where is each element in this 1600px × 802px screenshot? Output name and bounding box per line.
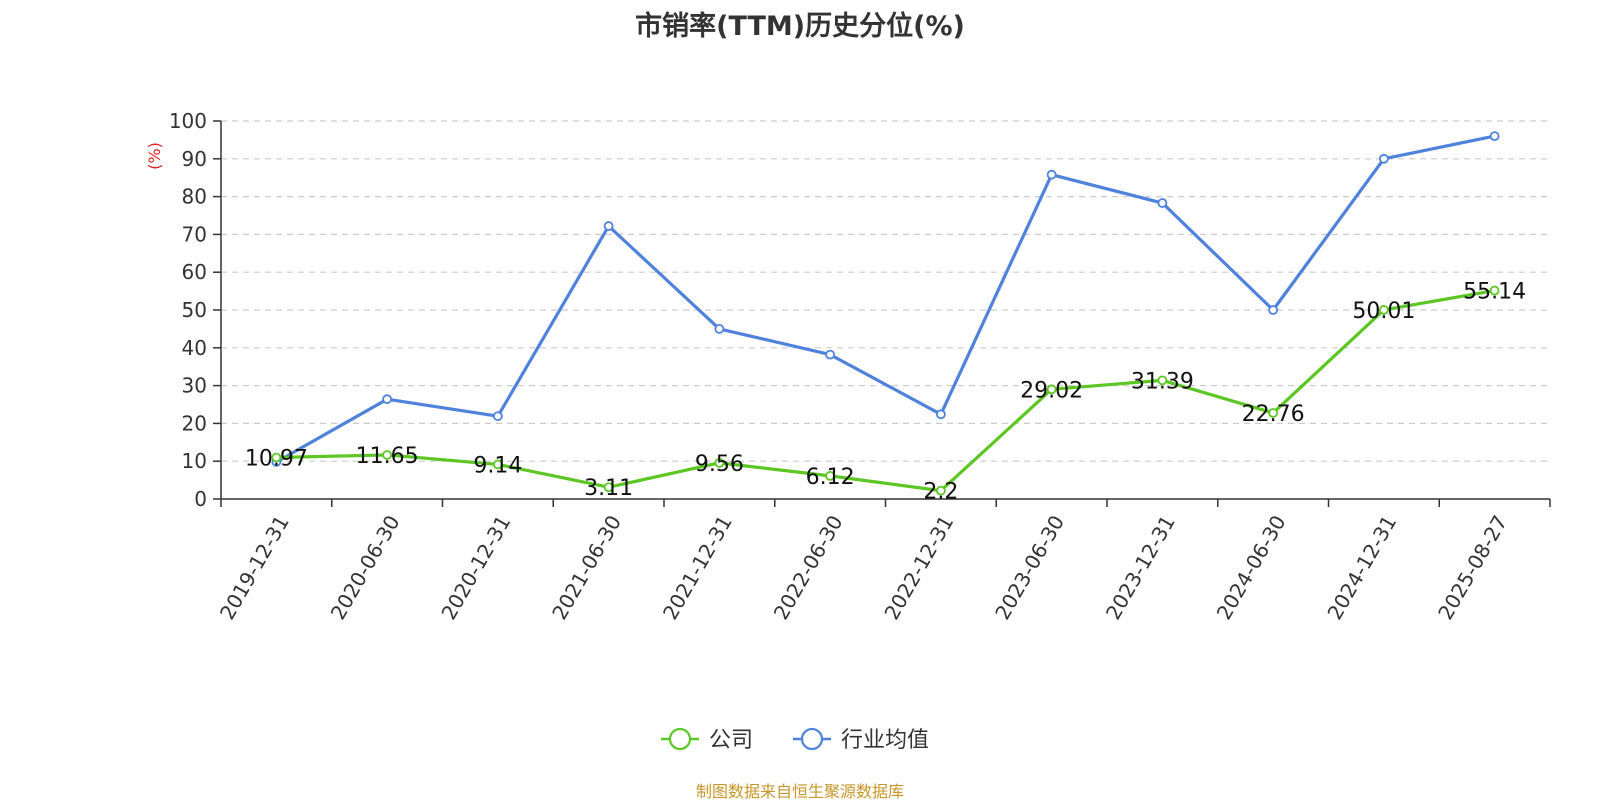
data-labels: 10.97 11.65 9.14 3.11 9.56 6.12 2.2 29.02 31.39 2…	[245, 280, 1526, 505]
data-point	[1268, 305, 1279, 315]
data-point	[1046, 384, 1057, 395]
data-point	[603, 221, 614, 231]
x-tick-label: 2024-06-30	[1212, 511, 1291, 624]
data-label: 29.02	[1020, 378, 1083, 403]
legend-circle-icon	[800, 727, 824, 751]
data-point	[1378, 305, 1389, 315]
data-label: 31.39	[1131, 369, 1194, 394]
y-tick-label: 10	[182, 449, 207, 473]
data-label: 2.2	[923, 480, 958, 505]
data-label: 6.12	[806, 465, 855, 490]
y-tick-label: 40	[182, 336, 207, 360]
x-tick-label: 2019-12-31	[215, 511, 294, 624]
x-tick-label: 2021-12-31	[658, 511, 737, 624]
legend: 公司 行业均值	[661, 727, 929, 753]
data-point	[382, 450, 393, 460]
x-tick-label: 2020-06-30	[326, 511, 405, 624]
x-tick-label: 2023-12-31	[1101, 511, 1180, 624]
data-label: 50.01	[1352, 299, 1415, 324]
y-tick-label: 30	[182, 374, 207, 398]
x-tick-label: 2024-12-31	[1322, 511, 1401, 624]
data-point	[1046, 169, 1057, 180]
series-company	[271, 285, 1500, 496]
x-tick-label: 2022-12-31	[879, 511, 958, 624]
x-tick-label: 2025-08-27	[1433, 511, 1512, 624]
data-point	[603, 482, 614, 493]
legend-label: 行业均值	[841, 728, 929, 753]
data-label: 11.65	[356, 444, 419, 469]
data-label: 55.14	[1463, 280, 1526, 305]
data-point	[1157, 375, 1168, 386]
data-point	[492, 411, 503, 422]
series-line	[276, 288, 1495, 493]
data-label: 10.97	[245, 447, 308, 472]
x-tick-label: 2022-06-30	[769, 511, 848, 624]
y-tick-label: 100	[169, 109, 207, 133]
x-tick-label: 2023-06-30	[990, 511, 1069, 624]
series-industry-average	[271, 131, 1500, 467]
data-point	[935, 409, 946, 420]
x-tick-label: 2020-12-31	[436, 511, 515, 624]
y-tick-label: 80	[182, 185, 207, 209]
data-point	[935, 485, 946, 496]
chart-title: 市销率(TTM)历史分位(%)	[635, 11, 965, 42]
x-tick-label: 2021-06-30	[547, 511, 626, 624]
data-label: 9.56	[695, 452, 744, 477]
grid-lines	[221, 120, 1550, 462]
series-layer	[271, 131, 1500, 496]
y-tick-label: 60	[182, 260, 207, 284]
legend-circle-icon	[668, 727, 692, 751]
axes: 0 10 20 30 40 50 60 70 80 90 100 2019-12-31 2020-06-…	[169, 109, 1551, 624]
y-tick-label: 90	[182, 147, 207, 171]
legend-label: 公司	[709, 728, 753, 753]
data-point	[382, 394, 393, 405]
data-label: 9.14	[473, 453, 522, 478]
legend-item-industry-average: 行业均值	[793, 727, 929, 753]
data-point	[1489, 285, 1500, 296]
y-tick-label: 70	[182, 222, 207, 246]
source-note: 制图数据来自恒生聚源数据库	[695, 782, 904, 801]
data-point	[271, 452, 282, 463]
y-tick-label: 0	[194, 487, 207, 511]
data-point	[714, 457, 725, 468]
data-point	[1378, 153, 1389, 164]
data-point	[1157, 198, 1168, 208]
data-point	[825, 470, 836, 481]
data-label: 3.11	[584, 476, 633, 501]
data-point	[714, 323, 725, 334]
data-label: 22.76	[1242, 402, 1305, 427]
data-point	[1489, 131, 1500, 142]
series-line	[275, 134, 1495, 464]
legend-item-company: 公司	[661, 727, 753, 753]
data-point	[825, 349, 836, 360]
data-point	[492, 459, 503, 470]
y-tick-label: 20	[182, 411, 207, 435]
y-tick-label: 50	[182, 298, 207, 322]
data-point	[1268, 408, 1279, 418]
y-axis-label: (%)	[145, 142, 164, 170]
